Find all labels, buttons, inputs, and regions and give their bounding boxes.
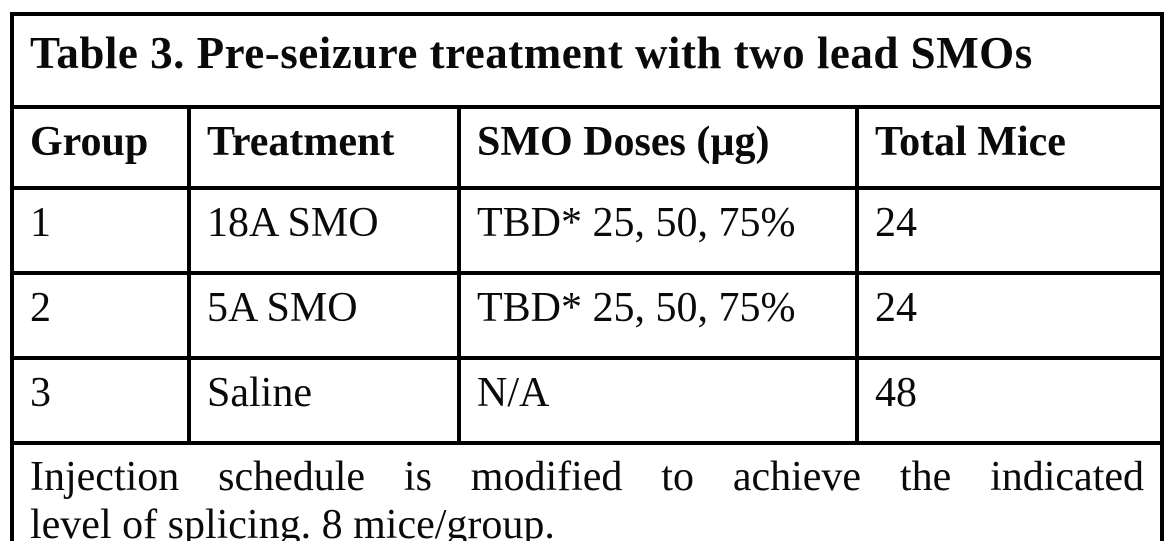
table-footnote-row: Injection schedule is modified to achiev… [9,441,1165,541]
cell-group: 2 [10,271,191,360]
table-row-1: 1 18A SMO TBD* 25, 50, 75% 24 [10,186,1165,275]
table-title: Table 3. Pre-seizure treatment with two … [9,12,1165,109]
cell-total-mice: 24 [854,271,1165,360]
table-footnote: Injection schedule is modified to achiev… [9,441,1165,541]
table-header-row: Group Treatment SMO Doses (µg) Total Mic… [10,105,1165,190]
table-row-2: 2 5A SMO TBD* 25, 50, 75% 24 [10,271,1165,360]
cell-group: 3 [10,356,191,445]
column-header-group: Group [10,105,191,190]
column-header-total-mice: Total Mice [854,105,1165,190]
cell-smo-doses: TBD* 25, 50, 75% [457,186,859,275]
cell-treatment: 5A SMO [187,271,461,360]
table-row-3: 3 Saline N/A 48 [10,356,1165,445]
cell-smo-doses: TBD* 25, 50, 75% [457,271,859,360]
cell-smo-doses: N/A [457,356,859,445]
cell-total-mice: 48 [854,356,1165,445]
cell-total-mice: 24 [854,186,1165,275]
cell-treatment: Saline [187,356,461,445]
table-title-row: Table 3. Pre-seizure treatment with two … [9,12,1165,109]
column-header-smo-doses: SMO Doses (µg) [457,105,859,190]
column-header-treatment: Treatment [187,105,461,190]
footnote-line-1: Injection schedule is modified to achiev… [30,454,1145,500]
footnote-line-2: level of splicing. 8 mice/group. [30,502,555,541]
treatment-table: Table 3. Pre-seizure treatment with two … [9,12,1165,541]
cell-treatment: 18A SMO [187,186,461,275]
cell-group: 1 [10,186,191,275]
